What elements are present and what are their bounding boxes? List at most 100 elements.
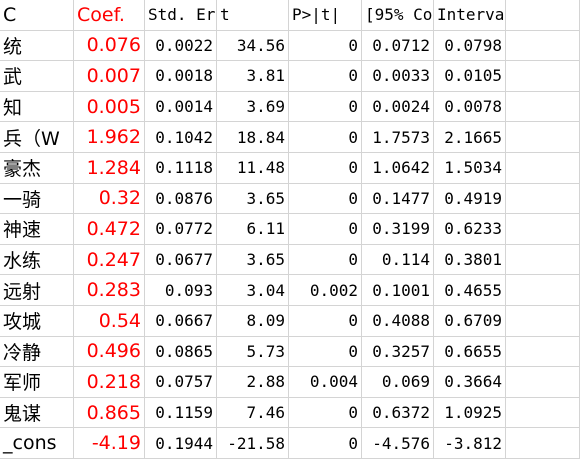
empty-cell [506, 367, 580, 398]
row-label: 统 [0, 30, 74, 62]
data-cell: -21.58 [217, 428, 289, 459]
header-cell: P>|t| [289, 0, 362, 31]
header-cell: [95% Co [362, 0, 434, 31]
data-cell: 0.4088 [362, 306, 434, 337]
row-label: 神速 [0, 214, 74, 245]
data-cell: 0.0024 [362, 91, 434, 123]
data-cell: 0.32 [74, 183, 145, 215]
data-cell: 11.48 [217, 153, 289, 184]
empty-cell [506, 153, 580, 184]
empty-cell [506, 244, 580, 276]
data-cell: 0.0772 [145, 214, 217, 245]
data-cell: 0.114 [362, 244, 434, 276]
row-label: 远射 [0, 275, 74, 306]
data-cell: 6.11 [217, 214, 289, 245]
empty-cell [506, 275, 580, 306]
data-cell: 0.4919 [434, 183, 506, 215]
row-label: 知 [0, 91, 74, 123]
data-cell: 0.3199 [362, 214, 434, 245]
data-cell: 0.0022 [145, 30, 217, 62]
data-cell: 0.6372 [362, 397, 434, 429]
data-cell: 0 [289, 122, 362, 153]
data-cell: 0 [289, 214, 362, 245]
data-cell: 1.284 [74, 153, 145, 184]
data-cell: 0 [289, 428, 362, 459]
data-cell: 7.46 [217, 397, 289, 429]
data-cell: 0.247 [74, 244, 145, 276]
data-cell: 0.093 [145, 275, 217, 306]
data-cell: 0.0712 [362, 30, 434, 62]
empty-cell [506, 397, 580, 429]
header-cell: t [217, 0, 289, 31]
empty-cell [506, 30, 580, 62]
empty-cell [506, 306, 580, 337]
data-cell: 0.076 [74, 30, 145, 62]
data-cell: 0.4655 [434, 275, 506, 306]
data-cell: 0.0014 [145, 91, 217, 123]
data-cell: 3.65 [217, 244, 289, 276]
data-cell: 0.472 [74, 214, 145, 245]
data-cell: 3.04 [217, 275, 289, 306]
header-cell: Std. Er [145, 0, 217, 31]
data-cell: 0 [289, 91, 362, 123]
data-cell: 3.69 [217, 91, 289, 123]
data-cell: 1.0925 [434, 397, 506, 429]
data-cell: 0.6655 [434, 336, 506, 368]
data-cell: 0.1042 [145, 122, 217, 153]
data-cell: 0.0033 [362, 61, 434, 92]
data-cell: 1.962 [74, 122, 145, 153]
data-cell: 8.09 [217, 306, 289, 337]
data-cell: 0.007 [74, 61, 145, 92]
data-cell: 0 [289, 336, 362, 368]
data-cell: 2.88 [217, 367, 289, 398]
data-cell: 0.002 [289, 275, 362, 306]
data-cell: -4.576 [362, 428, 434, 459]
data-cell: 0 [289, 61, 362, 92]
empty-cell [506, 0, 580, 31]
empty-cell [506, 91, 580, 123]
row-label: 一骑 [0, 183, 74, 215]
data-cell: -4.19 [74, 428, 145, 459]
data-cell: 0.1477 [362, 183, 434, 215]
data-cell: 0 [289, 183, 362, 215]
data-cell: 5.73 [217, 336, 289, 368]
data-cell: 0.1118 [145, 153, 217, 184]
data-cell: 0.069 [362, 367, 434, 398]
data-cell: 0 [289, 244, 362, 276]
row-label: 鬼谋 [0, 397, 74, 429]
data-cell: 0.3664 [434, 367, 506, 398]
data-cell: 0.0798 [434, 30, 506, 62]
data-cell: 0.3801 [434, 244, 506, 276]
data-cell: 3.65 [217, 183, 289, 215]
row-label: 冷静 [0, 336, 74, 368]
row-label: _cons [0, 428, 74, 459]
empty-cell [506, 61, 580, 92]
data-cell: 0.0667 [145, 306, 217, 337]
data-cell: 0.0876 [145, 183, 217, 215]
data-cell: 0.6709 [434, 306, 506, 337]
data-cell: 0.0677 [145, 244, 217, 276]
data-cell: 0 [289, 397, 362, 429]
data-cell: 0.3257 [362, 336, 434, 368]
row-label: 水练 [0, 244, 74, 276]
row-label: 攻城 [0, 306, 74, 337]
data-cell: 0.218 [74, 367, 145, 398]
data-cell: 0.004 [289, 367, 362, 398]
data-cell: 1.7573 [362, 122, 434, 153]
data-cell: 0.1159 [145, 397, 217, 429]
data-cell: 0.1944 [145, 428, 217, 459]
empty-cell [506, 336, 580, 368]
data-cell: 0 [289, 30, 362, 62]
data-cell: 0.283 [74, 275, 145, 306]
data-cell: 0.1001 [362, 275, 434, 306]
data-cell: 18.84 [217, 122, 289, 153]
data-cell: 0.54 [74, 306, 145, 337]
row-label: 兵（W [0, 122, 74, 153]
row-label: 豪杰 [0, 153, 74, 184]
data-cell: 34.56 [217, 30, 289, 62]
data-cell: 0.6233 [434, 214, 506, 245]
data-cell: 0 [289, 153, 362, 184]
header-cell: Coef. [74, 0, 145, 31]
data-cell: 3.81 [217, 61, 289, 92]
data-cell: 2.1665 [434, 122, 506, 153]
